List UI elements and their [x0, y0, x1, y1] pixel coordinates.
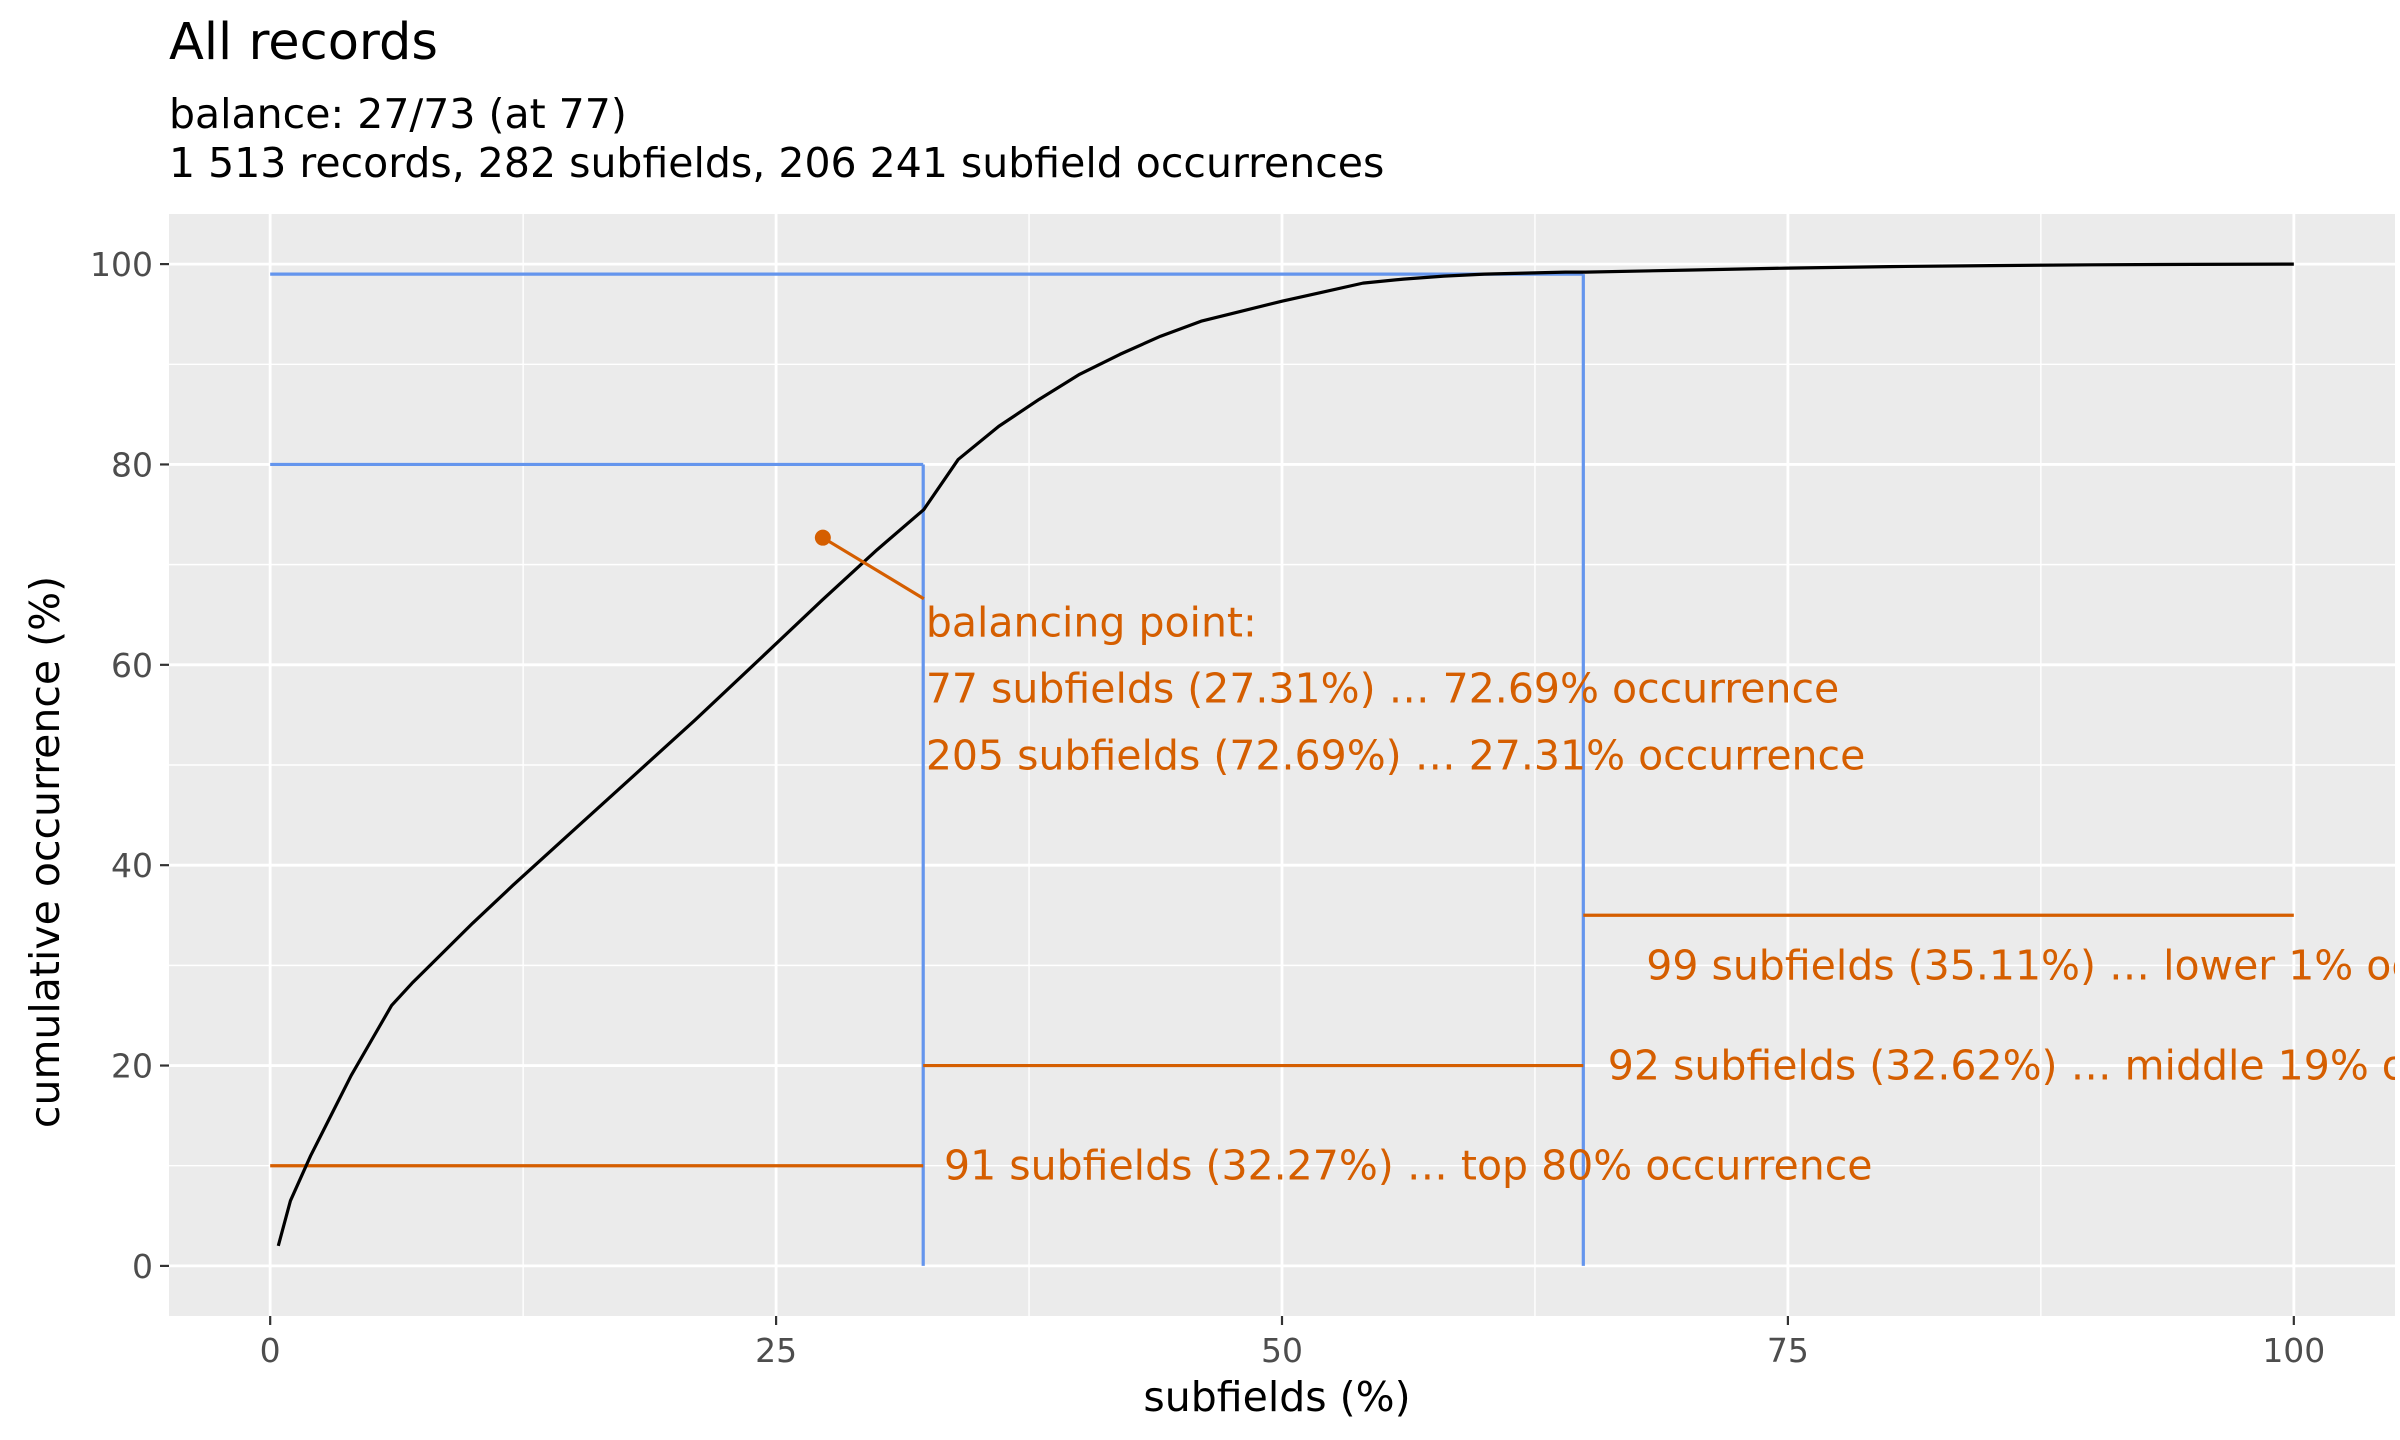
balancing-point-label-line: 77 subfields (27.31%) … 72.69% occurrenc…: [926, 665, 1839, 713]
x-tick-label: 100: [2262, 1331, 2325, 1370]
segment-label: 92 subfields (32.62%) … middle 19% occur…: [1608, 1042, 2400, 1090]
y-tick-label: 40: [111, 846, 153, 885]
x-tick-label: 50: [1261, 1331, 1303, 1370]
y-tick-label: 0: [132, 1247, 153, 1286]
x-tick-label: 0: [260, 1331, 281, 1370]
x-tick-label: 25: [755, 1331, 797, 1370]
y-tick-label: 80: [111, 445, 153, 484]
chart-subtitle: balance: 27/73 (at 77) 1 513 records, 28…: [169, 90, 1384, 188]
x-axis-label: subfields (%): [1143, 1373, 1411, 1421]
y-tick-label: 60: [111, 646, 153, 685]
segment-lines: [270, 913, 2294, 1168]
balancing-point-marker: [814, 529, 831, 546]
cumulative-curve: [276, 262, 2294, 1247]
chart-title: All records: [169, 13, 438, 72]
y-tick-label: 100: [90, 245, 153, 284]
subtitle-line-balance: balance: 27/73 (at 77): [169, 90, 627, 138]
y-tick-label: 20: [111, 1047, 153, 1086]
segment-label: 99 subfields (35.11%) … lower 1% occurre…: [1646, 941, 2400, 989]
segment-label: 91 subfields (32.27%) … top 80% occurren…: [944, 1142, 1872, 1190]
balancing-point-leader: [822, 536, 925, 601]
annotation-labels: 91 subfields (32.27%) … top 80% occurren…: [926, 599, 2400, 1190]
balancing-point-label-line: balancing point:: [926, 599, 1257, 647]
y-axis-label: cumulative occurrence (%): [21, 575, 69, 1129]
x-tick-label: 75: [1767, 1331, 1809, 1370]
subtitle-line-counts: 1 513 records, 282 subfields, 206 241 su…: [169, 139, 1385, 187]
balancing-point-label-line: 205 subfields (72.69%) … 27.31% occurren…: [926, 732, 1866, 780]
axes: 0 25 50 75 100 0 20 40 60 80 100: [90, 245, 2325, 1370]
